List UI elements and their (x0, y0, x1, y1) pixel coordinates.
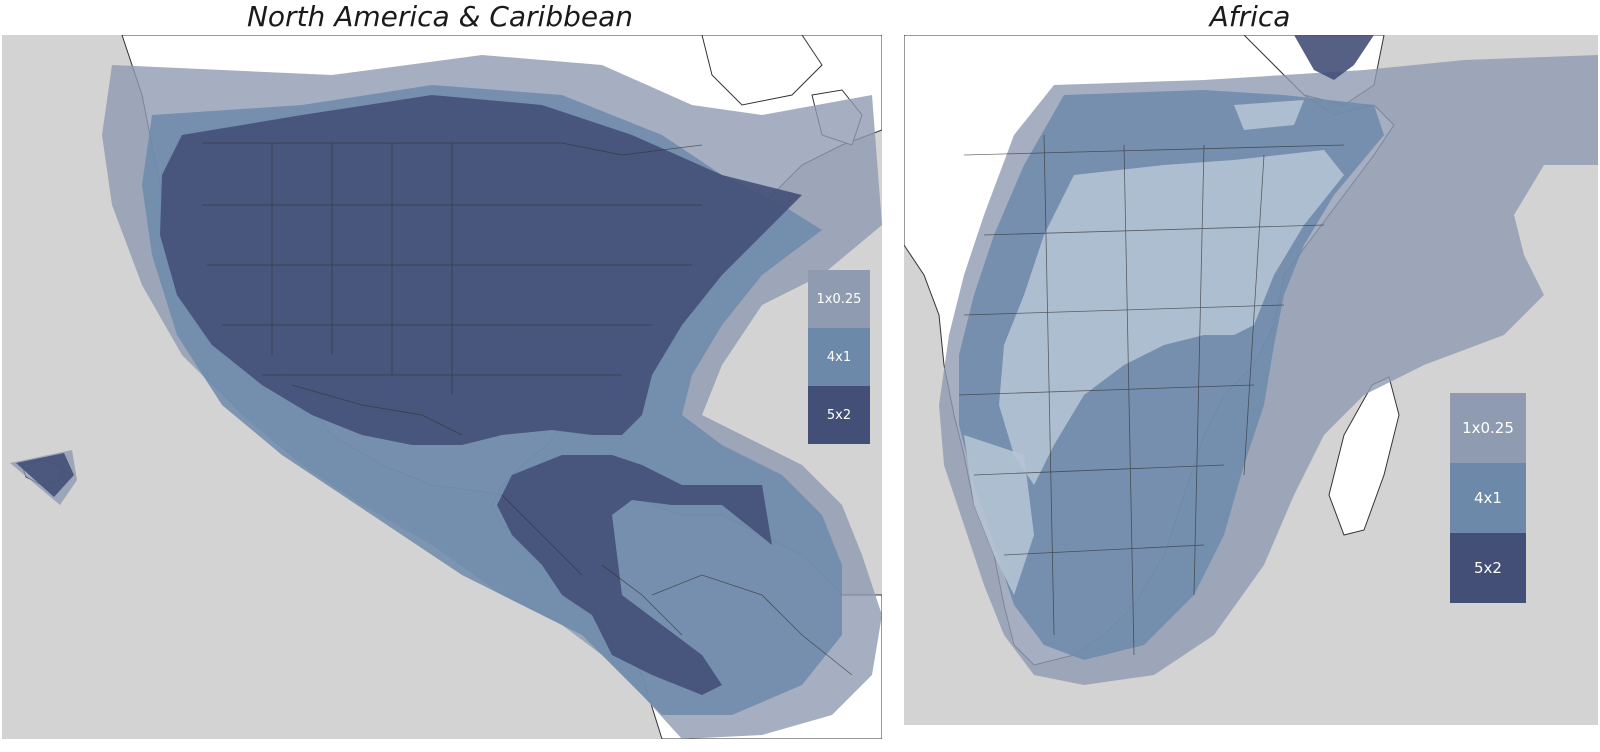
coverage-zone-5x2-hawaii (16, 453, 74, 497)
border-africa-vertical (1043, 134, 1265, 656)
legend-item-1x025: 1x0.25 (1450, 393, 1526, 463)
border-midwest (202, 204, 702, 376)
border-west-states (271, 143, 453, 395)
border-south-america (651, 574, 853, 676)
map-north-america-caribbean (2, 35, 882, 739)
legend-item-5x2: 5x2 (1450, 533, 1526, 603)
coverage-zone-5x2-usa (160, 95, 802, 445)
title-north-america-caribbean: North America & Caribbean (246, 0, 634, 33)
title-africa: Africa (1209, 0, 1291, 33)
land-greenland-edge (701, 35, 823, 106)
legend-item-4x1: 4x1 (808, 328, 870, 386)
coverage-africa-5x2 (1294, 35, 1374, 80)
legend-item-1x025: 1x0.25 (808, 270, 870, 328)
border-lines-africa (958, 134, 1345, 656)
coverage-zone-africa-5x2-arabia (1294, 35, 1374, 80)
land-madagascar (1328, 376, 1400, 536)
border-africa-horizontal (958, 144, 1345, 556)
coverage-5x2 (16, 95, 802, 695)
legend-north-america: 1x0.25 4x1 5x2 (808, 270, 870, 444)
map-africa-svg (904, 35, 1598, 685)
legend-item-5x2: 5x2 (808, 386, 870, 444)
map-north-america-svg (10, 35, 882, 739)
legend-item-4x1: 4x1 (1450, 463, 1526, 533)
coverage-zone-5x2-caribbean (497, 455, 772, 695)
border-mexico-usa (291, 384, 463, 436)
border-canada-usa (202, 142, 703, 156)
map-africa (904, 35, 1598, 725)
coverage-zone-africa-top (1234, 100, 1304, 130)
border-central-america (501, 494, 683, 636)
coverage-zone-africa-inner (999, 150, 1344, 485)
legend-africa: 1x0.25 4x1 5x2 (1450, 393, 1526, 603)
border-lines (202, 142, 853, 676)
